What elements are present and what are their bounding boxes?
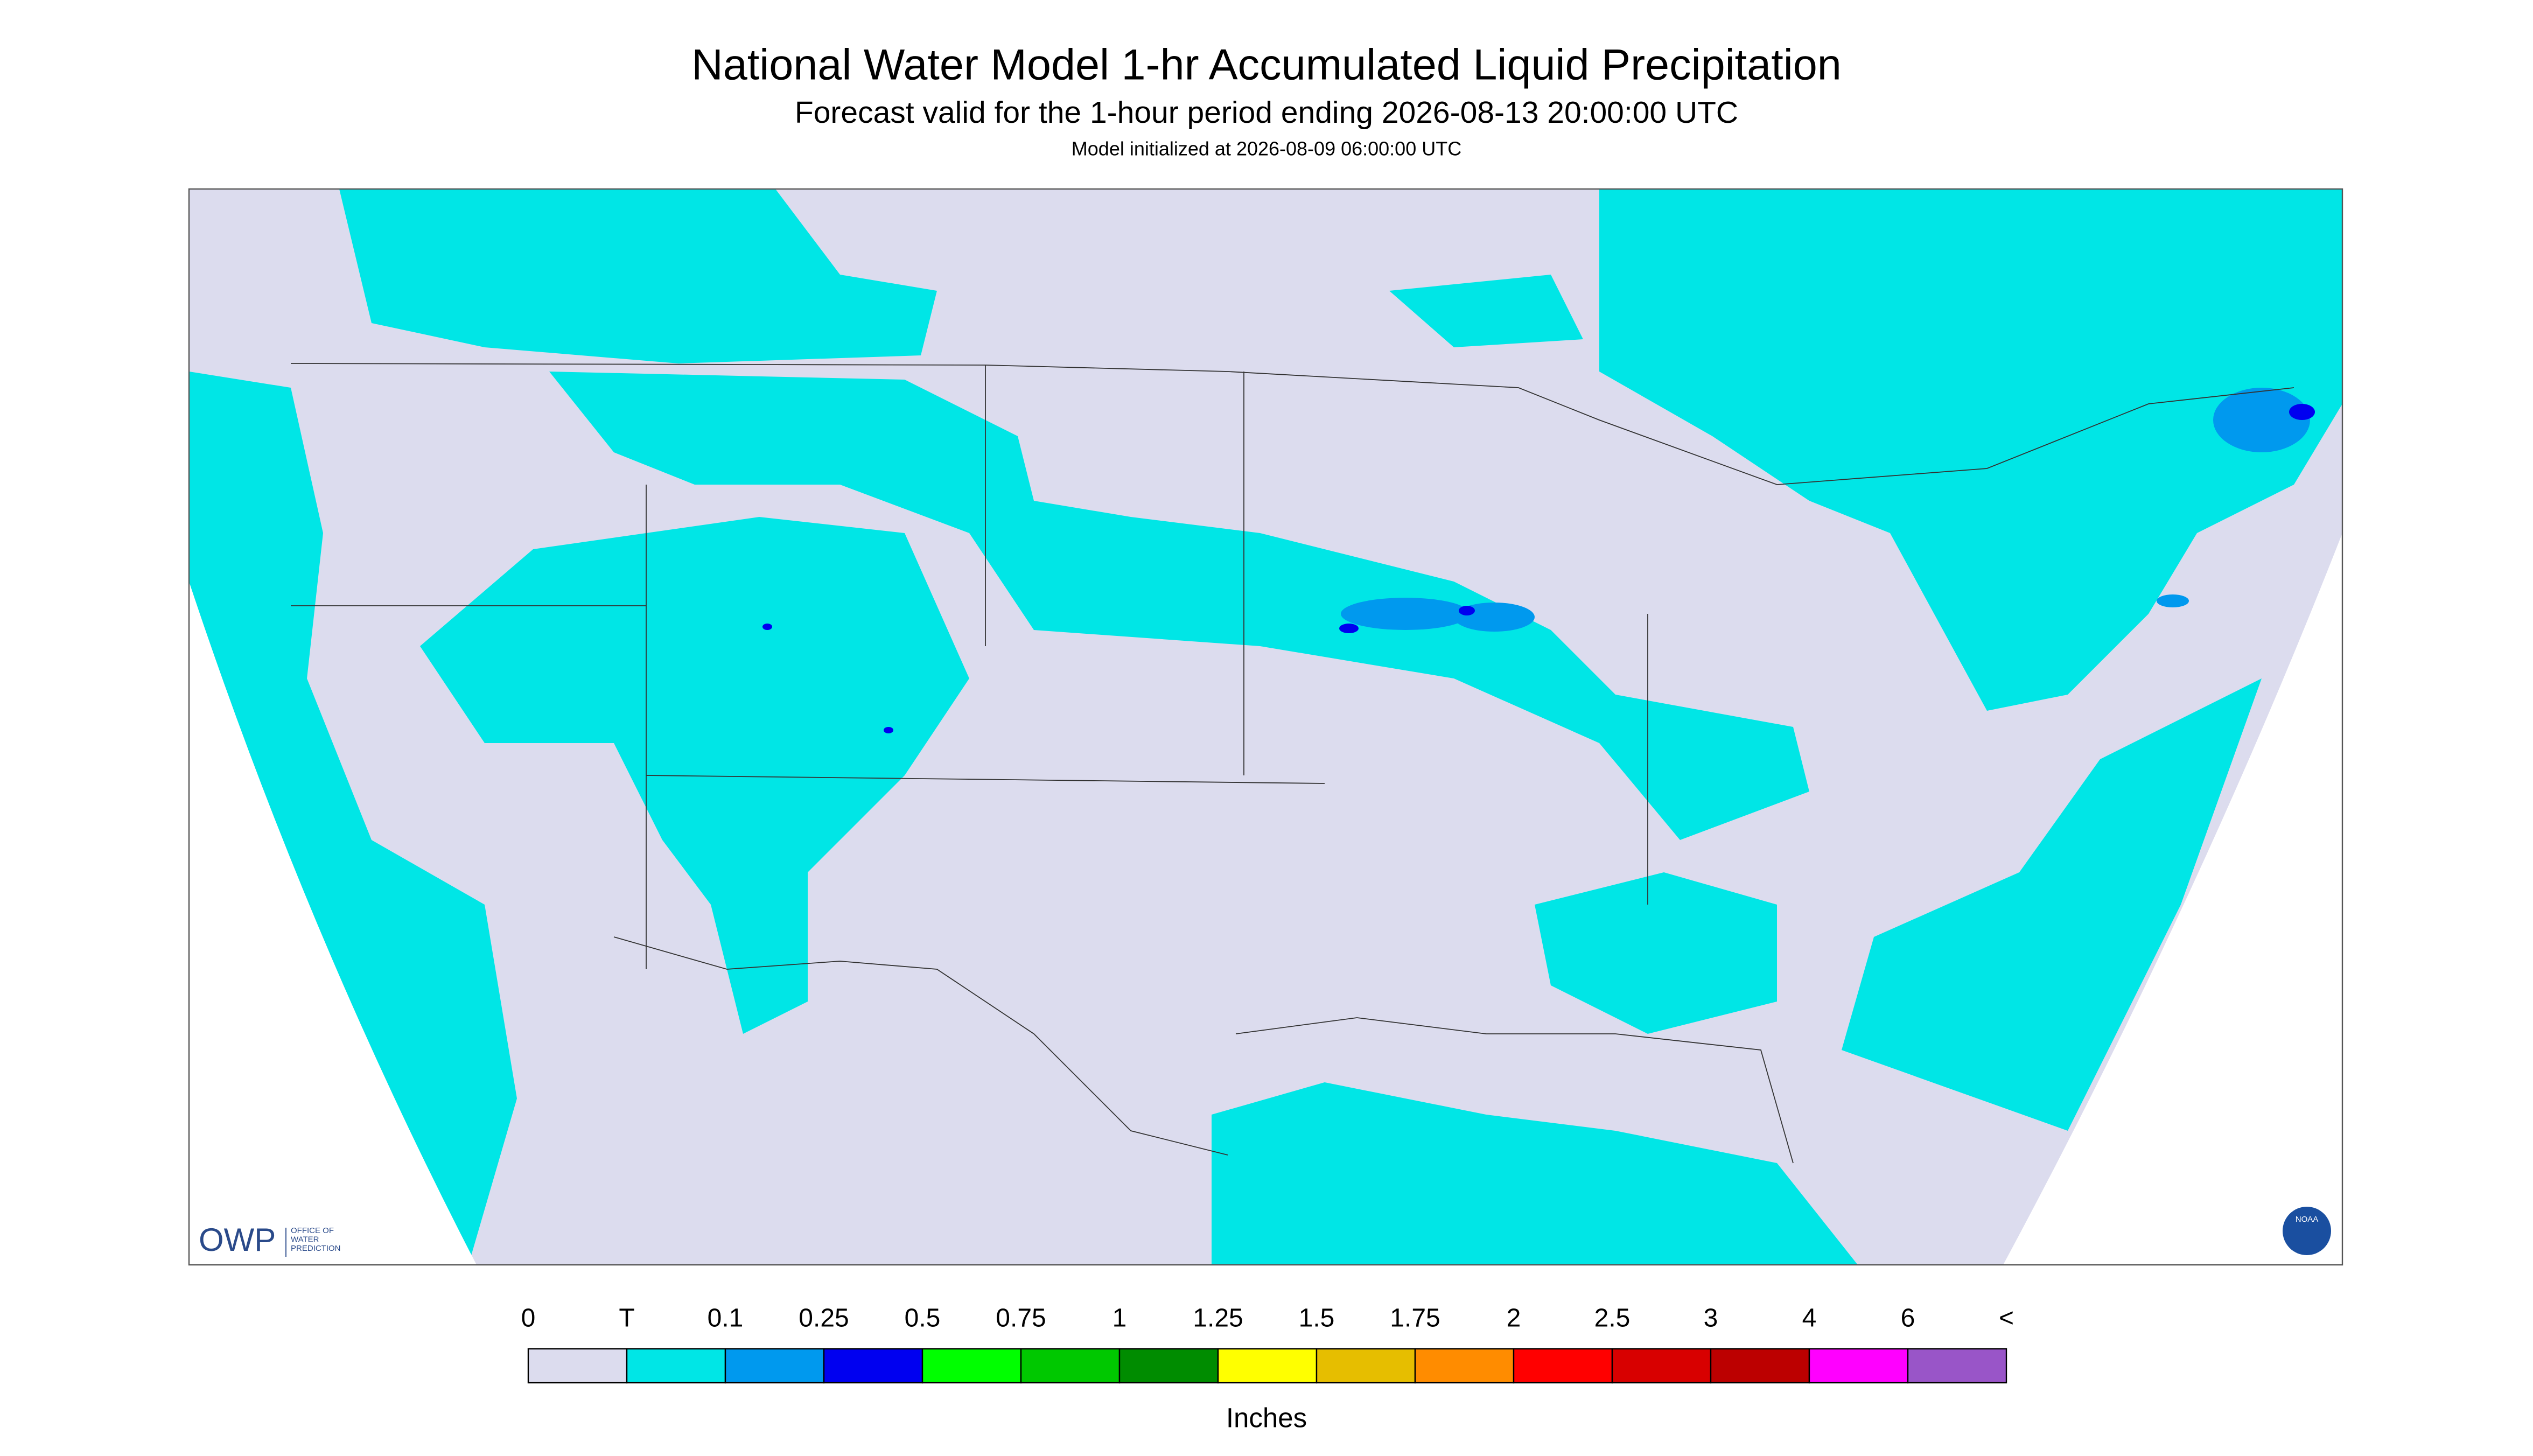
subtitle: Forecast valid for the 1-hour period end… <box>795 95 1738 130</box>
legend-label: T <box>619 1304 634 1333</box>
precip-area <box>1842 678 2262 1131</box>
legend-label: 0 <box>521 1304 536 1333</box>
border-line <box>290 363 2294 485</box>
legend-swatch <box>1808 1348 1909 1384</box>
legend-label: 2.5 <box>1594 1304 1631 1333</box>
legend-label: 4 <box>1802 1304 1817 1333</box>
map-frame <box>188 188 2343 1266</box>
legend-label: 6 <box>1901 1304 1915 1333</box>
precip-area <box>1212 1082 1858 1265</box>
legend-swatch <box>1414 1348 1515 1384</box>
precip-max <box>762 404 2315 734</box>
precip-area <box>549 372 1809 841</box>
init-note: Model initialized at 2026-08-09 06:00:00… <box>1072 138 1461 160</box>
legend-swatch <box>1020 1348 1121 1384</box>
owp-logo-line: WATER <box>291 1235 319 1244</box>
precip-areas <box>189 189 2342 1265</box>
precip-area <box>884 727 893 734</box>
precip-area <box>420 517 969 1034</box>
legend-label: 1.25 <box>1193 1304 1243 1333</box>
legend-swatch <box>1907 1348 2007 1384</box>
legend-swatch <box>1316 1348 1416 1384</box>
noaa-logo-text: NOAA <box>2296 1215 2319 1224</box>
precip-area <box>1339 624 1359 634</box>
legend-label: 1 <box>1112 1304 1127 1333</box>
owp-logo-line: OFFICE OF <box>291 1226 334 1235</box>
precip-area <box>339 189 937 364</box>
owp-logo: OWP <box>199 1222 276 1258</box>
legend-swatch <box>724 1348 825 1384</box>
border-line <box>1235 1017 1794 1164</box>
legend-label: 0.75 <box>996 1304 1046 1333</box>
legend-label: 0.5 <box>905 1304 941 1333</box>
legend-swatch <box>1611 1348 1712 1384</box>
legend-swatch <box>921 1348 1022 1384</box>
precip-heavy <box>1341 388 2310 632</box>
precip-area <box>1599 189 2342 711</box>
legend-swatch <box>1710 1348 1810 1384</box>
legend: Inches 0 T 0.1 0.25 0.5 0.75 1 1.25 1.5 1.75 2 2.5 3… <box>521 1304 2014 1433</box>
legend-swatch <box>1118 1348 1219 1384</box>
borders <box>290 363 2294 1164</box>
legend-label: 1.5 <box>1299 1304 1335 1333</box>
legend-swatch <box>1217 1348 1318 1384</box>
legend-swatch <box>823 1348 923 1384</box>
title: National Water Model 1-hr Accumulated Li… <box>691 40 1842 89</box>
precip-area <box>1459 606 1475 616</box>
legend-label: 1.75 <box>1390 1304 1440 1333</box>
precip-area <box>2289 404 2315 421</box>
legend-label: 0.25 <box>799 1304 849 1333</box>
precip-area <box>1341 598 1470 631</box>
border-line <box>613 936 1228 1156</box>
precip-area <box>2213 388 2310 453</box>
noaa-logo <box>2283 1207 2331 1256</box>
precip-area <box>2157 594 2189 608</box>
legend-label: 2 <box>1507 1304 1521 1333</box>
owp-logo-line: PREDICTION <box>291 1244 341 1253</box>
border-line <box>291 365 1648 970</box>
precip-area <box>1389 275 1583 348</box>
legend-swatch <box>1513 1348 1613 1384</box>
legend-unit: Inches <box>1226 1402 1307 1433</box>
precip-area <box>1535 872 1777 1034</box>
legend-swatch <box>527 1348 628 1384</box>
precip-area <box>762 624 772 631</box>
legend-label: 3 <box>1704 1304 1718 1333</box>
legend-label: 0.1 <box>708 1304 744 1333</box>
legend-swatch <box>626 1348 726 1384</box>
legend-label: < <box>1999 1304 2014 1333</box>
